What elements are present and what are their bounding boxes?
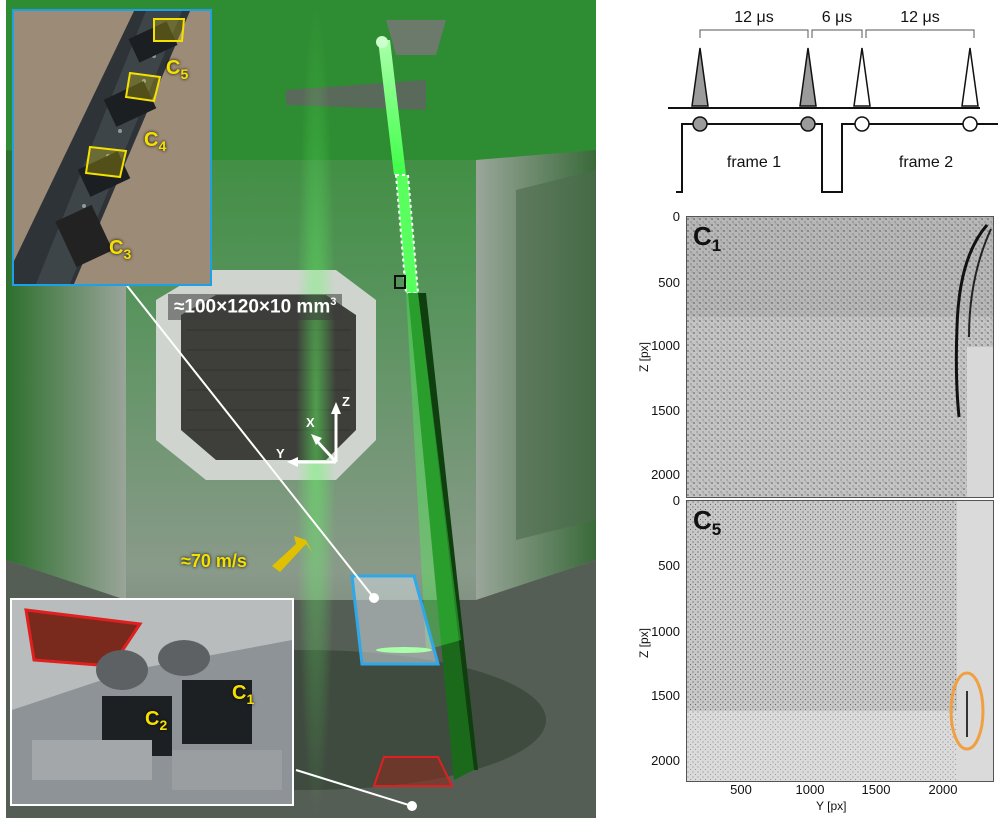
frame-label-1: frame 1 xyxy=(727,154,781,171)
c5-y-axis-title: Z [px] xyxy=(637,627,652,659)
axis-label-y: Y xyxy=(276,446,285,461)
timing-chart: 12 μs 6 μs 12 μs frame 1 frame 2 xyxy=(668,9,998,193)
laser-beam xyxy=(378,40,406,175)
c5-xtick-1500: 1500 xyxy=(861,782,891,797)
camera-label-c5: C5 xyxy=(166,57,189,82)
interval-label-2: 6 μs xyxy=(822,9,853,26)
c5-xtick-1000: 1000 xyxy=(795,782,825,797)
panel-c5-label: C5 xyxy=(693,505,722,540)
c1-particle-image xyxy=(687,217,993,497)
camera-pair-illustration xyxy=(12,600,292,804)
frame-label-2: frame 2 xyxy=(899,154,953,171)
c1-ytick-1000: 1000 xyxy=(651,338,680,353)
panel-c5-image: C5 xyxy=(686,500,994,782)
c5-ytick-1000: 1000 xyxy=(651,624,680,639)
coordinate-axes xyxy=(294,410,338,464)
camera-label-c3: C3 xyxy=(109,237,132,262)
timing-diagram: 12 μs 6 μs 12 μs frame 1 frame 2 xyxy=(668,0,998,200)
c5-xtick-2000: 2000 xyxy=(928,782,958,797)
wing-model xyxy=(408,293,474,780)
panel-c1-image: C1 xyxy=(686,216,994,498)
c1-ytick-1500: 1500 xyxy=(651,403,680,418)
camera-pair-inset: C2 C1 xyxy=(10,598,294,806)
c1-ytick-0: 0 xyxy=(672,209,680,224)
interval-label-3: 12 μs xyxy=(900,9,939,26)
camera-rail-illustration xyxy=(14,11,210,284)
volume-label: ≈100×120×10 mm3 xyxy=(168,294,343,321)
pulse-2 xyxy=(799,47,817,107)
camera-label-c4: C4 xyxy=(144,129,167,154)
c5-ytick-500: 500 xyxy=(658,558,680,573)
speed-label: ≈70 m/s xyxy=(181,551,247,571)
highlight-ellipse xyxy=(949,671,985,751)
pulse-3 xyxy=(853,47,871,107)
panel-c1-label: C1 xyxy=(693,221,722,256)
c5-ytick-2000: 2000 xyxy=(651,753,680,768)
c5-xtick-500: 500 xyxy=(730,782,752,797)
c5-ytick-1500: 1500 xyxy=(651,688,680,703)
interval-label-1: 12 μs xyxy=(734,9,773,26)
camera-label-c2: C2 xyxy=(145,708,168,733)
wind-tunnel-photo: C5 C4 C3 C2 C1 ≈100×120×10 mm3 Z X Y ≈70… xyxy=(6,0,596,818)
c1-y-axis-title: Z [px] xyxy=(637,341,652,373)
c5-x-axis-title: Y [px] xyxy=(816,799,847,813)
pulse-1 xyxy=(691,47,709,107)
c1-ytick-2000: 2000 xyxy=(651,467,680,482)
axis-label-x: X xyxy=(306,415,315,430)
pulse-4 xyxy=(961,47,979,107)
red-base-marker xyxy=(372,756,454,787)
axis-label-z: Z xyxy=(342,394,350,409)
measurement-volume xyxy=(394,174,420,294)
c5-ytick-0: 0 xyxy=(672,493,680,508)
c1-ytick-500: 500 xyxy=(658,275,680,290)
camera-label-c1: C1 xyxy=(232,682,255,707)
camera-rail-inset: C5 C4 C3 xyxy=(12,9,212,286)
c5-particle-image xyxy=(687,501,993,781)
